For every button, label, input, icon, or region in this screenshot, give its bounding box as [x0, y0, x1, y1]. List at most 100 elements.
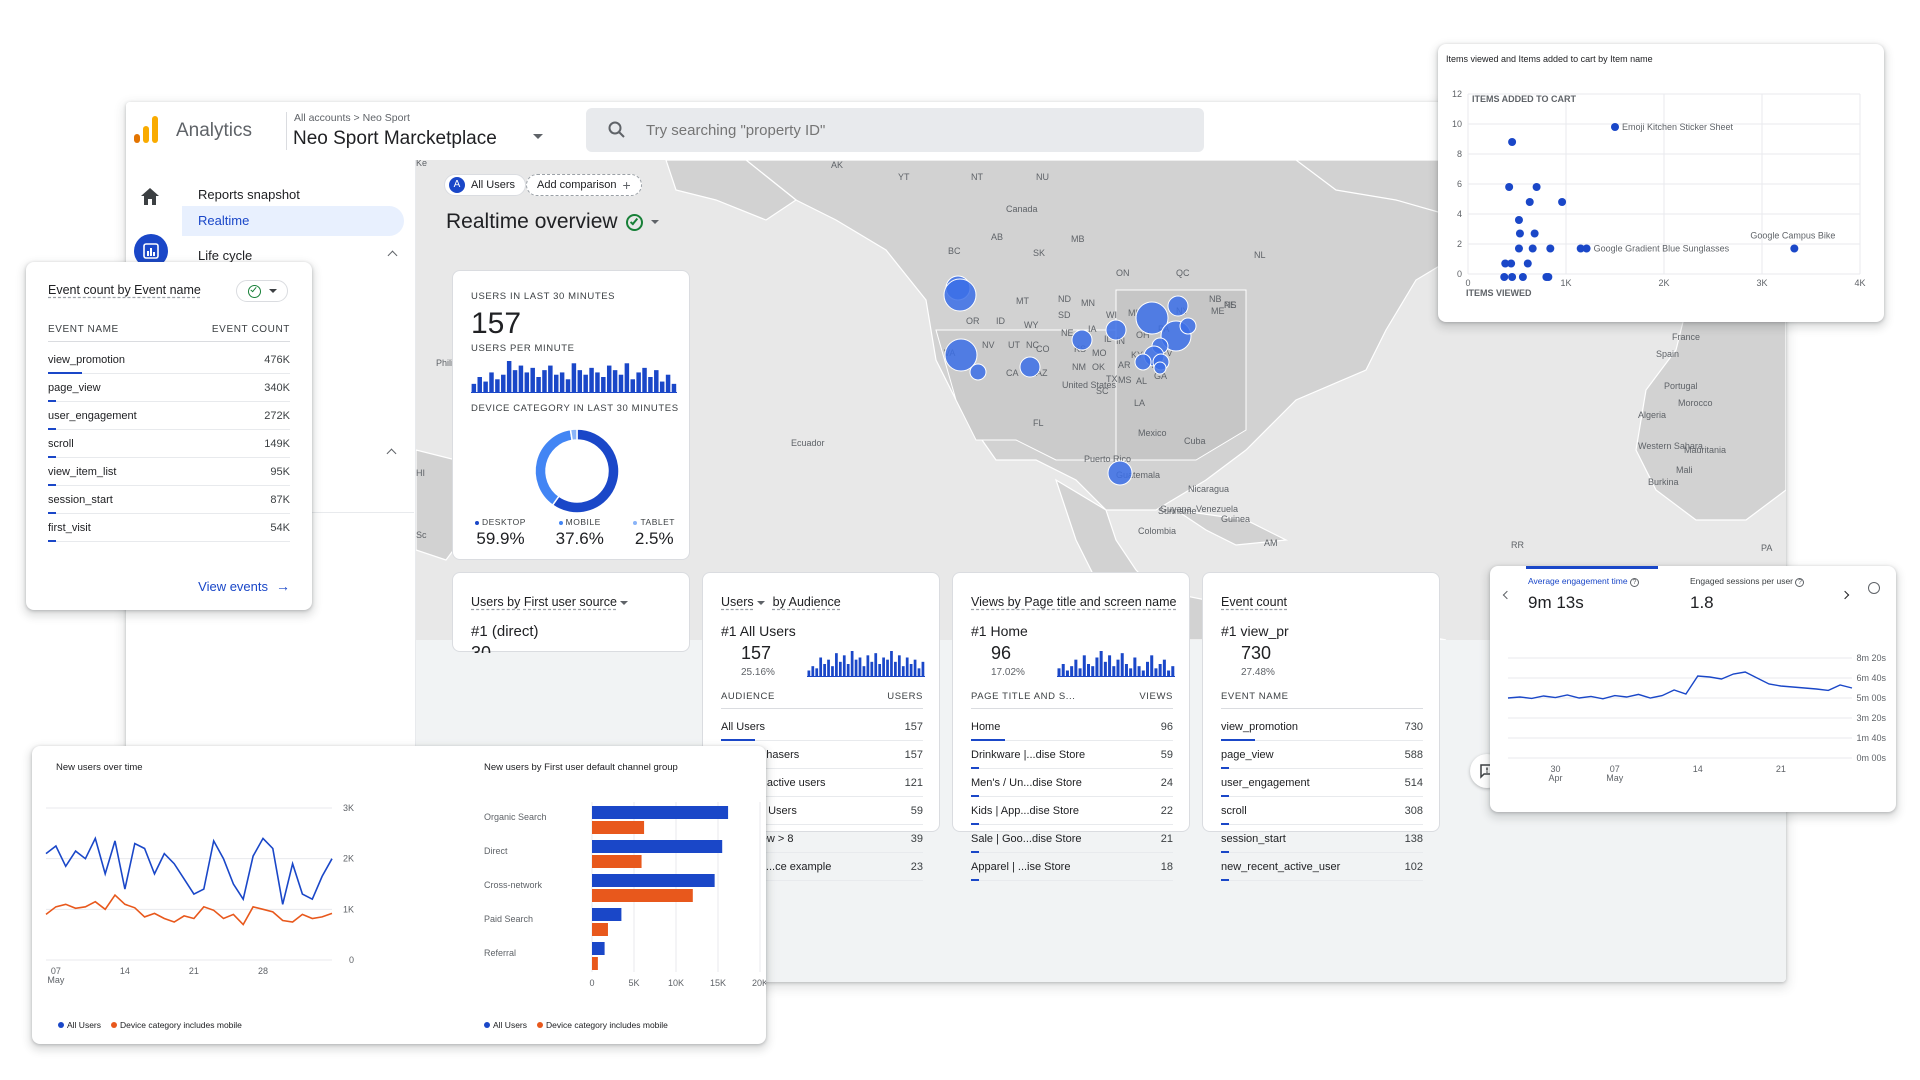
spark-bar	[1120, 653, 1124, 677]
device-donut-chart[interactable]	[529, 423, 625, 519]
users-per-minute-chart[interactable]	[471, 359, 677, 393]
category-label: Cross-network	[484, 880, 543, 890]
table-row[interactable]: Kids | App...dise Store 22	[971, 797, 1173, 825]
audience-title-a[interactable]: Users	[721, 595, 754, 609]
info-icon[interactable]: ?	[1629, 578, 1639, 587]
user-location-bubbles[interactable]	[943, 275, 1197, 486]
source-title-a: Users by	[471, 595, 521, 609]
x-tick-label: 10K	[668, 978, 684, 988]
metric-tab-indicator	[1526, 566, 1658, 569]
user-bubble	[1135, 301, 1169, 335]
chevron-up-icon[interactable]	[387, 250, 398, 261]
nav-item-realtime[interactable]: Realtime	[182, 206, 404, 236]
source-title-b[interactable]: First user source	[523, 595, 617, 609]
table-row[interactable]: view_item_list 95K	[48, 458, 290, 486]
table-row[interactable]: view_promotion 476K	[48, 346, 290, 374]
table-row[interactable]: page_view 588	[1221, 741, 1423, 769]
popup-title[interactable]: Event count by Event name	[48, 283, 201, 297]
table-row[interactable]: user_engagement 272K	[48, 402, 290, 430]
row-bar	[48, 372, 82, 374]
spark-bar	[1171, 666, 1175, 677]
map-label: Guatemala	[1116, 470, 1160, 480]
metric-tab-sessions[interactable]: Engaged sessions per user ? 1.8	[1690, 576, 1805, 613]
check-circle-icon[interactable]	[625, 213, 643, 231]
audience-card-title[interactable]: Users by Audience	[721, 595, 841, 609]
info-icon[interactable]: ?	[1795, 578, 1805, 587]
breadcrumb-child[interactable]: Neo Sport	[362, 112, 410, 124]
nav-item-lifecycle[interactable]: Life cycle	[182, 244, 404, 268]
table-row[interactable]: new_recent_active_user 102	[1221, 853, 1423, 881]
caret-down-icon[interactable]	[650, 220, 659, 224]
analytics-logo[interactable]	[134, 116, 160, 144]
map-label: Ke	[416, 160, 427, 168]
chevron-left-icon[interactable]	[1502, 590, 1512, 600]
pages-card-title[interactable]: Views by Page title and screen name	[971, 595, 1177, 609]
y-tick-label: 3m 20s	[1856, 713, 1886, 723]
legend-dot	[558, 520, 563, 525]
channel-bar-chart[interactable]: 0 5K 10K 15K 20K Organic Search Direct Cross-ne…	[452, 782, 766, 1020]
table-row[interactable]: Men's / Un...dise Store 24	[971, 769, 1173, 797]
property-selector[interactable]: Neo Sport Marcketplace	[293, 128, 543, 154]
popup-table-header: EVENT NAME EVENT COUNT	[48, 324, 290, 342]
caret-down-icon[interactable]	[620, 600, 629, 605]
pages-col-a: PAGE TITLE AND S...	[971, 691, 1076, 702]
table-row[interactable]: scroll 308	[1221, 797, 1423, 825]
map-label: AZ	[1036, 368, 1048, 378]
minute-bar	[530, 367, 535, 393]
events-card-title[interactable]: Event count	[1221, 595, 1288, 609]
view-events-link[interactable]: View events →	[198, 578, 290, 594]
pages-sparkline[interactable]	[1057, 649, 1175, 677]
row-name: scroll	[1221, 804, 1247, 817]
table-row[interactable]: session_start 138	[1221, 825, 1423, 853]
nav-item-reports-snapshot[interactable]: Reports snapshot	[182, 182, 402, 208]
comparison-chip[interactable]: A All Users	[444, 174, 527, 196]
product-name[interactable]: Analytics	[176, 120, 253, 141]
audience-sparkline[interactable]	[807, 649, 925, 677]
table-row[interactable]: scroll 149K	[48, 430, 290, 458]
search-bar[interactable]	[586, 108, 1204, 152]
table-row[interactable]: view_promotion 730	[1221, 713, 1423, 741]
table-row[interactable]: Home 96	[971, 713, 1173, 741]
metric-tab-engagement[interactable]: Average engagement time ? 9m 13s	[1528, 576, 1639, 613]
map-label: ME	[1211, 306, 1225, 316]
search-input[interactable]	[646, 116, 1166, 144]
table-row[interactable]: All Users 157	[721, 713, 923, 741]
spark-bar	[866, 655, 870, 677]
table-row[interactable]: page_view 340K	[48, 374, 290, 402]
bar	[592, 889, 693, 902]
table-row[interactable]: user_engagement 514	[1221, 769, 1423, 797]
scatter-point	[1525, 198, 1534, 206]
engagement-line-chart[interactable]: 0m 00s 1m 40s 3m 20s 5m 00s 6m 40s 8m 20s 30 07…	[1490, 622, 1896, 802]
table-row[interactable]: session_start 87K	[48, 486, 290, 514]
status-chip[interactable]	[236, 280, 288, 302]
map-label: NU	[1036, 172, 1049, 182]
caret-down-icon[interactable]	[757, 600, 766, 605]
table-row[interactable]: Sale | Goo...dise Store 21	[971, 825, 1173, 853]
events-top-value: 730	[1241, 643, 1272, 663]
table-row[interactable]: Drinkware |...dise Store 59	[971, 741, 1173, 769]
minute-bar	[589, 367, 594, 393]
device-value: 59.9%	[476, 529, 525, 548]
items-scatter-chart[interactable]: 0 2 4 6 8 10 12 0 1K 2K 3K 4K ITEMS ADDED TO CART ITE…	[1438, 66, 1884, 322]
breadcrumb-root[interactable]: All accounts	[294, 112, 351, 124]
source-card-title[interactable]: Users by First user source	[471, 595, 629, 609]
map-label: Suriname	[1158, 506, 1197, 516]
home-icon[interactable]	[141, 188, 159, 205]
add-comparison-label: Add comparison	[537, 179, 617, 191]
pages-col-b: VIEWS	[1139, 691, 1173, 702]
check-circle-icon[interactable]	[1868, 582, 1880, 594]
map-label: IN	[1116, 336, 1125, 346]
chevron-up-icon[interactable]	[386, 448, 397, 459]
breadcrumb[interactable]: All accounts > Neo Sport	[294, 112, 410, 124]
minute-bar	[606, 365, 612, 393]
chevron-right-icon[interactable]	[1840, 590, 1850, 600]
y-tick-label: 10	[1452, 119, 1462, 129]
table-row[interactable]: first_visit 54K	[48, 514, 290, 542]
map-label: MT	[1016, 296, 1029, 306]
table-row[interactable]: Apparel | ...ise Store 18	[971, 853, 1173, 881]
map-label: NS	[1224, 300, 1237, 310]
y-tick-label: 8	[1457, 149, 1462, 159]
point-label: Google Campus Bike	[1750, 231, 1835, 241]
new-users-line-chart[interactable]: 0 1K 2K 3K 07 14 21 28 May	[32, 782, 452, 1020]
add-comparison-button[interactable]: Add comparison +	[526, 174, 642, 196]
